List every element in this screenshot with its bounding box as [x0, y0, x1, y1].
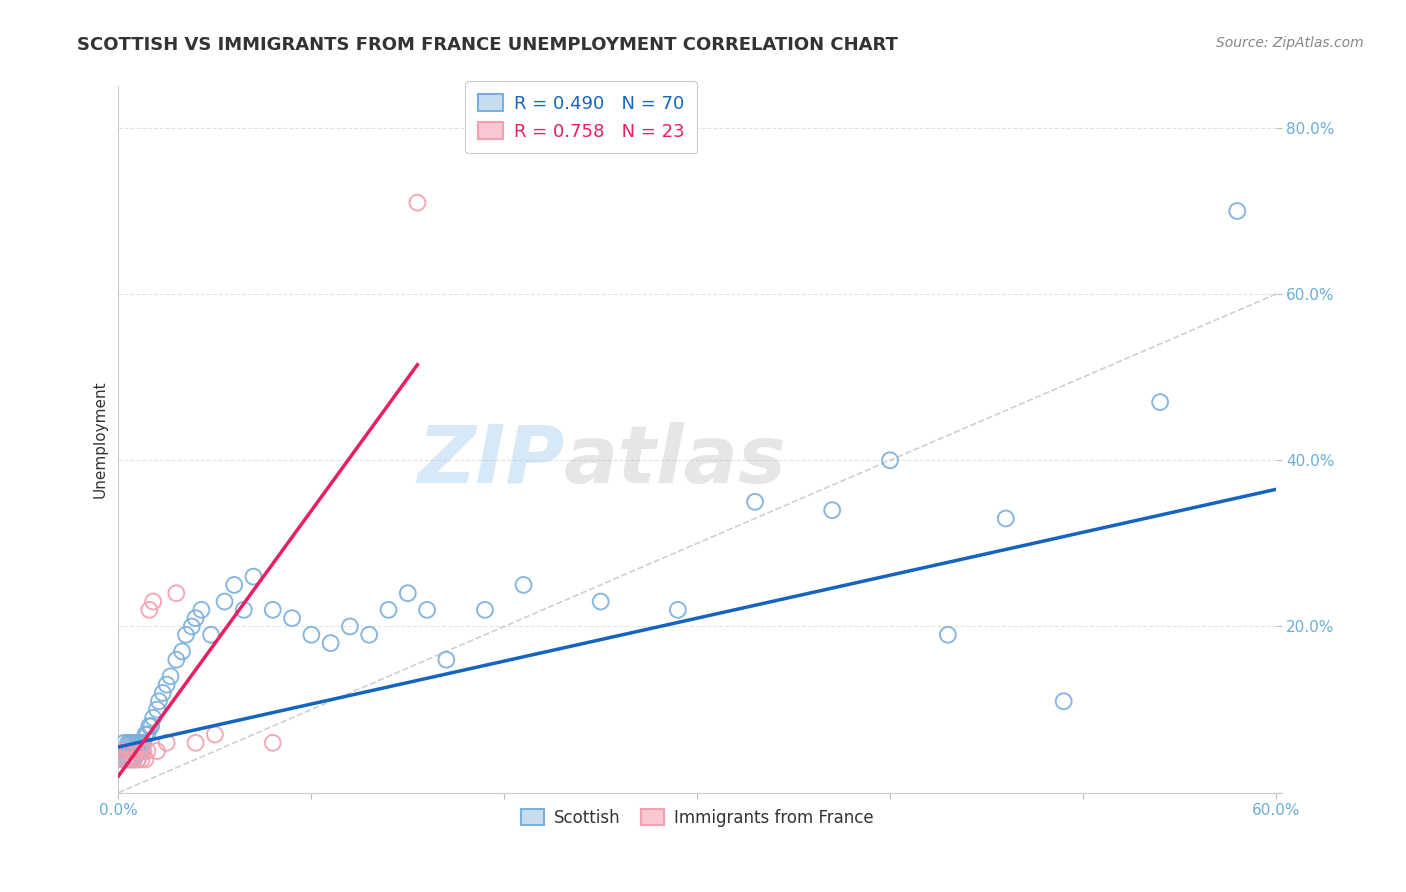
Point	[200, 628, 222, 642]
Point	[117, 744, 139, 758]
Point	[936, 628, 959, 642]
Legend: Scottish, Immigrants from France: Scottish, Immigrants from France	[515, 803, 880, 834]
Point	[214, 594, 236, 608]
Point	[262, 736, 284, 750]
Point	[111, 752, 134, 766]
Point	[474, 603, 496, 617]
Point	[184, 611, 207, 625]
Point	[416, 603, 439, 617]
Point	[512, 578, 534, 592]
Point	[589, 594, 612, 608]
Point	[112, 744, 135, 758]
Point	[128, 744, 150, 758]
Point	[232, 603, 254, 617]
Point	[128, 736, 150, 750]
Point	[112, 736, 135, 750]
Point	[131, 744, 153, 758]
Point	[152, 686, 174, 700]
Point	[406, 195, 429, 210]
Point	[134, 727, 156, 741]
Point	[134, 752, 156, 766]
Text: atlas: atlas	[564, 422, 787, 500]
Point	[165, 653, 187, 667]
Point	[111, 752, 134, 766]
Point	[115, 752, 138, 766]
Point	[879, 453, 901, 467]
Point	[122, 752, 145, 766]
Point	[118, 736, 141, 750]
Point	[138, 719, 160, 733]
Point	[138, 603, 160, 617]
Point	[994, 511, 1017, 525]
Point	[125, 736, 148, 750]
Point	[122, 744, 145, 758]
Point	[115, 752, 138, 766]
Point	[115, 744, 138, 758]
Point	[121, 736, 143, 750]
Point	[112, 744, 135, 758]
Point	[174, 628, 197, 642]
Point	[127, 736, 149, 750]
Point	[165, 586, 187, 600]
Point	[359, 628, 381, 642]
Point	[1053, 694, 1076, 708]
Point	[159, 669, 181, 683]
Point	[136, 727, 159, 741]
Point	[146, 702, 169, 716]
Text: ZIP: ZIP	[416, 422, 564, 500]
Point	[117, 744, 139, 758]
Point	[242, 569, 264, 583]
Point	[396, 586, 419, 600]
Point	[122, 752, 145, 766]
Point	[128, 744, 150, 758]
Point	[118, 752, 141, 766]
Point	[121, 752, 143, 766]
Point	[131, 752, 153, 766]
Point	[141, 719, 163, 733]
Point	[136, 744, 159, 758]
Point	[127, 752, 149, 766]
Point	[117, 752, 139, 766]
Point	[172, 644, 194, 658]
Point	[122, 736, 145, 750]
Point	[190, 603, 212, 617]
Point	[377, 603, 399, 617]
Point	[125, 744, 148, 758]
Point	[180, 619, 202, 633]
Point	[132, 744, 155, 758]
Point	[1149, 395, 1171, 409]
Text: Source: ZipAtlas.com: Source: ZipAtlas.com	[1216, 36, 1364, 50]
Point	[156, 678, 179, 692]
Point	[121, 744, 143, 758]
Point	[821, 503, 844, 517]
Point	[281, 611, 304, 625]
Text: SCOTTISH VS IMMIGRANTS FROM FRANCE UNEMPLOYMENT CORRELATION CHART: SCOTTISH VS IMMIGRANTS FROM FRANCE UNEMP…	[77, 36, 898, 54]
Point	[434, 653, 457, 667]
Point	[142, 711, 165, 725]
Point	[262, 603, 284, 617]
Point	[127, 744, 149, 758]
Point	[117, 736, 139, 750]
Point	[125, 744, 148, 758]
Point	[184, 736, 207, 750]
Point	[339, 619, 361, 633]
Point	[142, 594, 165, 608]
Point	[148, 694, 170, 708]
Point	[118, 744, 141, 758]
Point	[146, 744, 169, 758]
Point	[744, 495, 766, 509]
Point	[1226, 204, 1249, 219]
Point	[156, 736, 179, 750]
Point	[319, 636, 342, 650]
Point	[299, 628, 322, 642]
Point	[121, 744, 143, 758]
Y-axis label: Unemployment: Unemployment	[93, 381, 107, 499]
Point	[224, 578, 246, 592]
Point	[666, 603, 689, 617]
Point	[127, 752, 149, 766]
Point	[204, 727, 226, 741]
Point	[132, 736, 155, 750]
Point	[118, 752, 141, 766]
Point	[131, 736, 153, 750]
